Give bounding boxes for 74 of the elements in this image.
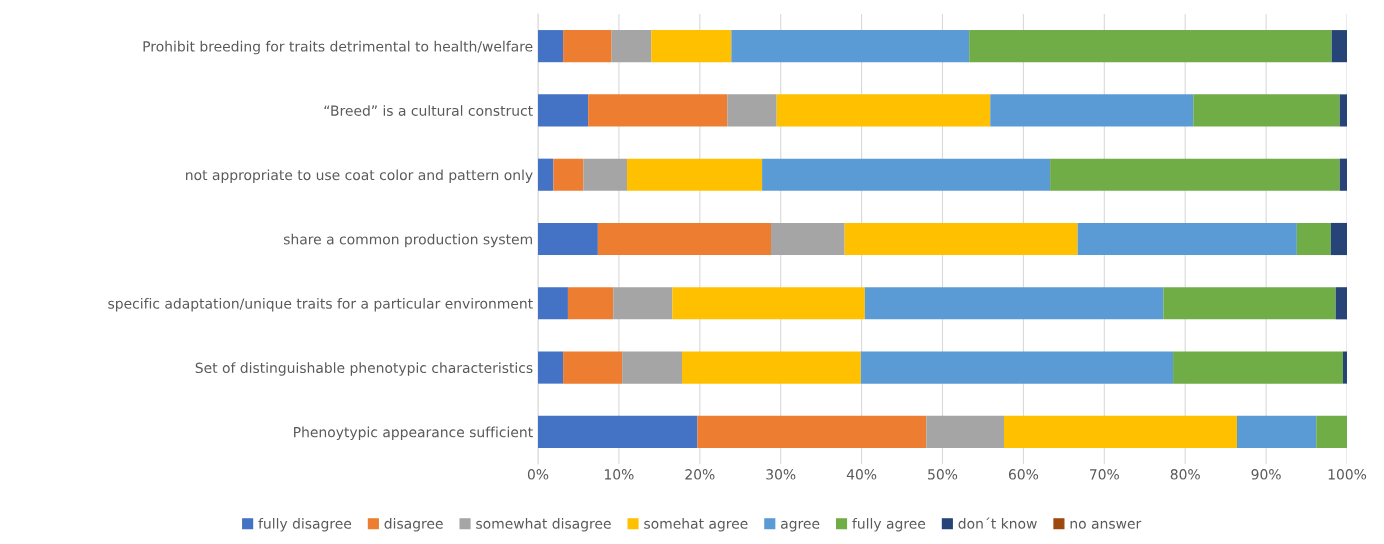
x-tick-label: 20% (685, 469, 715, 480)
bar (588, 94, 728, 127)
bar (1193, 94, 1340, 127)
y-tick-label: share a common production system (283, 233, 532, 248)
bar (538, 158, 554, 191)
y-tick-label: “Breed” is a cultural construct (324, 105, 533, 116)
bar (563, 30, 612, 63)
bar (969, 30, 1332, 63)
bar (697, 415, 927, 448)
bar (727, 94, 777, 127)
y-tick-label: Phenoytypic appearance sufficient (294, 426, 533, 441)
bar (567, 287, 614, 320)
x-tick-label: 80% (1170, 469, 1200, 480)
bar (1335, 287, 1347, 320)
bar (553, 158, 584, 191)
bar (1339, 158, 1347, 191)
bar (1331, 30, 1347, 63)
legend-label: don´t know (958, 517, 1037, 529)
legend-label: somehat agree (644, 518, 748, 532)
bar (622, 351, 682, 384)
bar (926, 415, 1004, 448)
x-tick-label: 70% (1090, 469, 1119, 480)
bar (1342, 351, 1347, 384)
bar (538, 30, 564, 63)
bar (563, 351, 623, 384)
bar (1296, 222, 1331, 256)
x-tick-label: 100% (1328, 469, 1367, 480)
y-tick-label: specific adaptation/unique traits for a particular environment (108, 298, 533, 312)
bar (626, 158, 763, 191)
y-tick-label: Set of distinguishable phenotypic characteristics (195, 362, 533, 376)
bar (762, 158, 1051, 191)
x-tick-label: 90% (1251, 469, 1281, 480)
bar (1173, 351, 1343, 384)
bar (538, 287, 568, 320)
bar (672, 287, 865, 320)
bar (538, 415, 698, 448)
x-tick-label: 60% (1008, 469, 1039, 480)
bar (860, 351, 1174, 384)
bar (611, 30, 652, 63)
legend-label: no answer (1070, 520, 1142, 529)
legend-label: agree (781, 520, 820, 532)
bar (1236, 415, 1317, 448)
y-tick-label: not appropriate to use coat color and pattern only (186, 169, 533, 183)
bar (682, 351, 861, 384)
bar (1316, 415, 1347, 448)
bar (1163, 287, 1336, 320)
bar (864, 287, 1164, 320)
bar (538, 351, 564, 384)
bar (1003, 415, 1237, 448)
bar (538, 94, 589, 127)
bar (1050, 158, 1340, 191)
bar (1330, 222, 1347, 256)
bar (597, 222, 771, 256)
x-tick-label: 50% (928, 469, 958, 480)
bar (651, 30, 732, 63)
bar (1339, 94, 1347, 127)
legend-label: fully agree (852, 518, 926, 532)
legend-label: disagree (384, 518, 443, 532)
bar (770, 222, 845, 256)
legend-label: fully disagree (258, 518, 352, 532)
bar (538, 222, 598, 256)
bar (844, 222, 1078, 256)
y-tick-label: Prohibit breeding for traits detrimental to health/welfare (143, 40, 533, 55)
bar (613, 287, 673, 320)
bar (1077, 222, 1297, 256)
x-tick-label: 40% (846, 469, 877, 480)
legend-label: somewhat disagree (476, 518, 611, 532)
x-tick-label: 30% (766, 469, 796, 480)
bar (990, 94, 1194, 127)
x-tick-label: 0% (527, 469, 549, 480)
bar (776, 94, 991, 127)
x-tick-label: 10% (604, 469, 634, 480)
bar (583, 158, 627, 191)
bar (731, 30, 970, 63)
